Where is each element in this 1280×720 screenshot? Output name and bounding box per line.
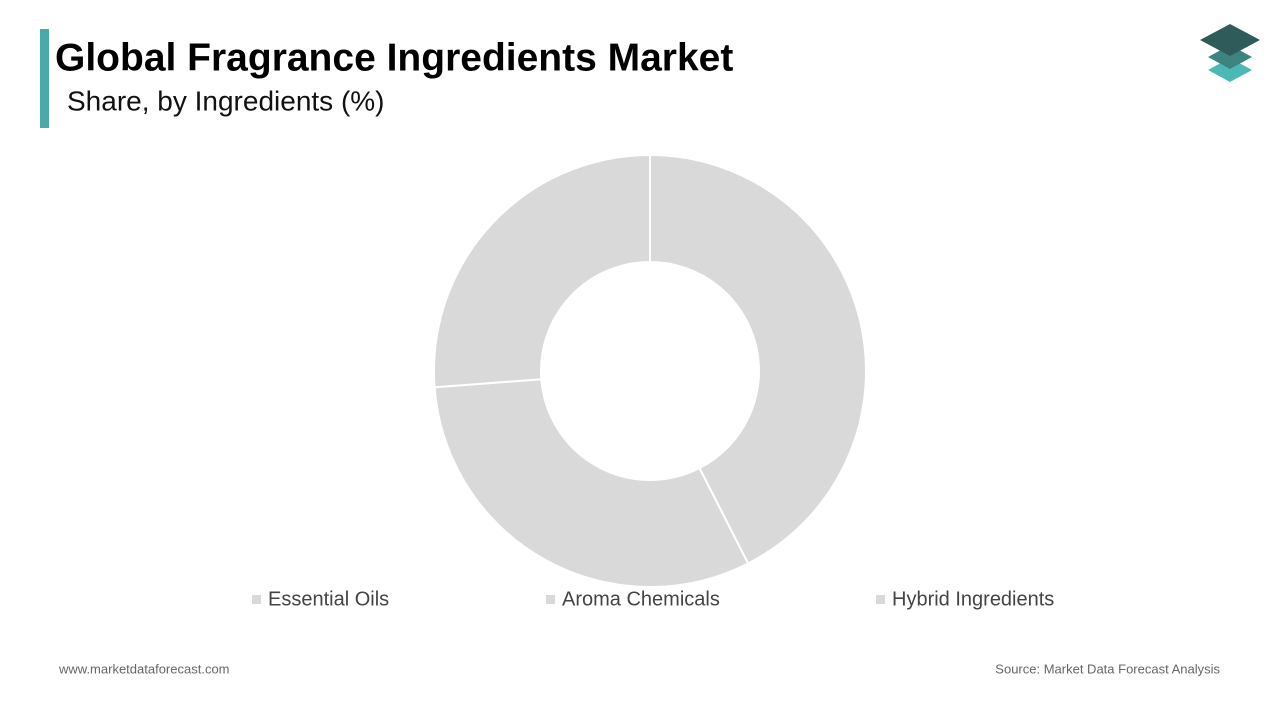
donut-slice: [649, 153, 867, 565]
legend-swatch: [252, 595, 261, 604]
donut-slice: [433, 153, 651, 389]
donut-slice: [433, 378, 750, 588]
chart-subtitle: Share, by Ingredients (%): [67, 85, 385, 116]
legend-label: Hybrid Ingredients: [892, 588, 1054, 610]
legend-swatch: [876, 595, 885, 604]
legend-label: Aroma Chemicals: [562, 588, 720, 610]
website: www.marketdataforecast.com: [58, 661, 230, 676]
legend-swatch: [546, 595, 555, 604]
chart-title: Global Fragrance Ingredients Market: [55, 36, 733, 79]
logo: [1200, 24, 1260, 82]
title-accent: [40, 29, 49, 128]
source: Source: Market Data Forecast Analysis: [995, 661, 1220, 676]
legend-label: Essential Oils: [268, 588, 389, 610]
